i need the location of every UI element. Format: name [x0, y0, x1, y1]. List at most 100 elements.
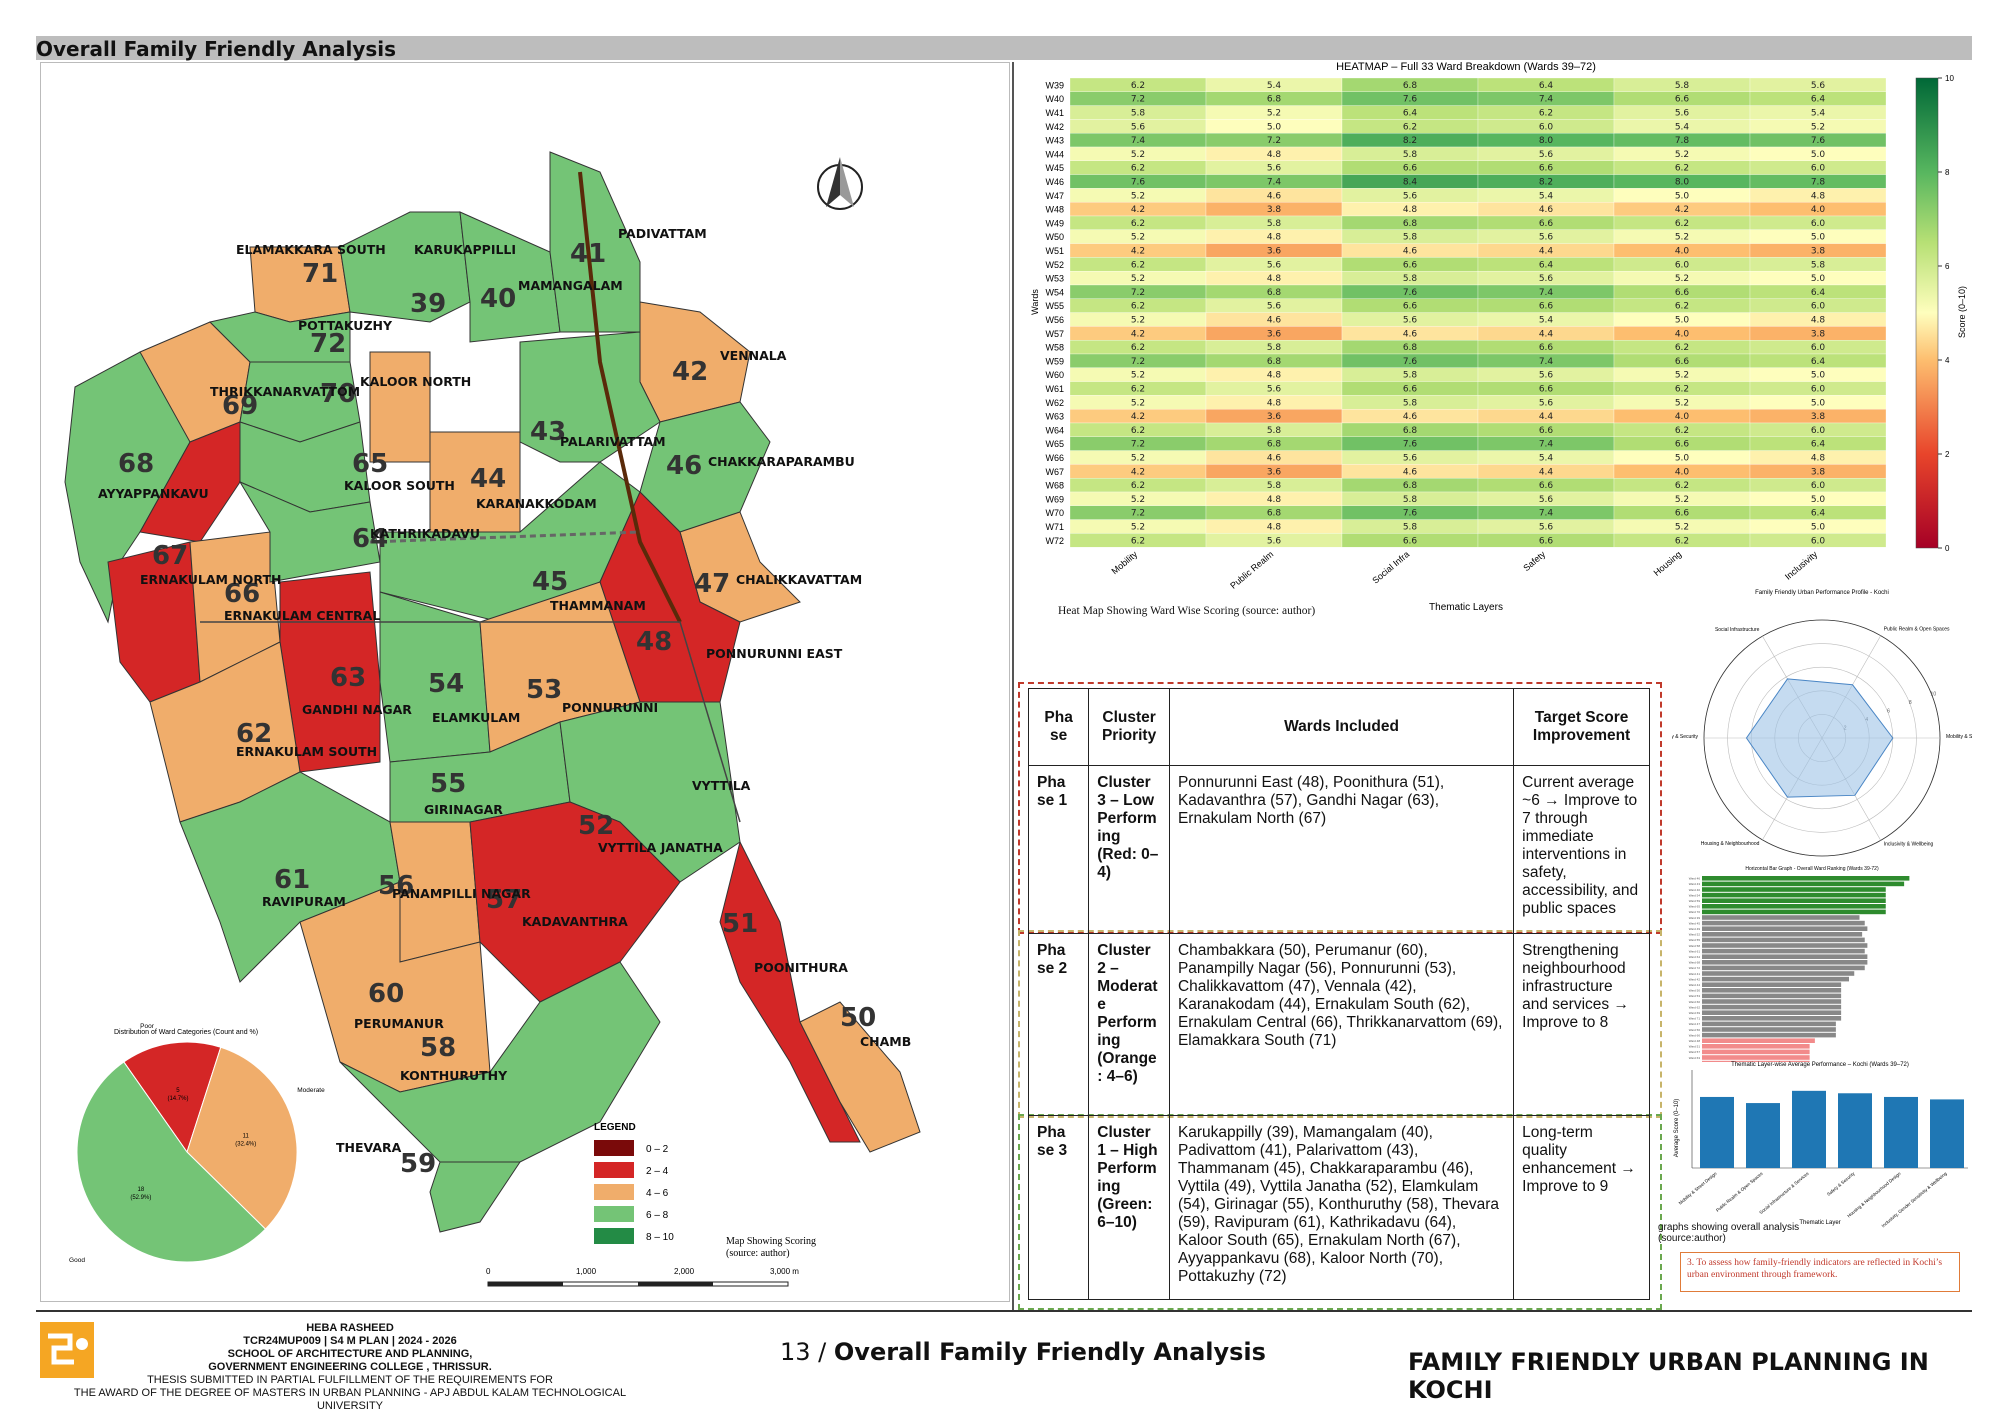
- ward-ayyappankavu-red: [139, 421, 241, 543]
- heatmap-cell-value: 7.6: [1403, 95, 1418, 105]
- heatmap-ytick: W51: [1045, 246, 1064, 256]
- heatmap-cell-value: 8.0: [1675, 178, 1690, 188]
- heatmap-cell-value: 4.8: [1267, 495, 1282, 505]
- ward-map: 71 39 41 40 72 42 69 70 43 68 65 46 44 6…: [64, 151, 921, 1287]
- ranking-category: Ward 40: [1689, 888, 1701, 892]
- heatmap-cell-value: 6.6: [1403, 536, 1418, 546]
- heatmap-cell-value: 6.2: [1675, 302, 1689, 312]
- footer-line-4: GOVERNMENT ENGINEERING COLLEGE , THRISSU…: [208, 1361, 492, 1373]
- heatmap-cell-value: 6.4: [1539, 260, 1554, 270]
- heatmap-cell-value: 5.2: [1131, 523, 1145, 533]
- heatmap-cell-value: 6.2: [1131, 426, 1145, 436]
- heatmap-cell-value: 7.6: [1131, 178, 1146, 188]
- heatmap-ytick: W39: [1045, 80, 1064, 90]
- ward-number-56: 56: [378, 871, 414, 901]
- heatmap-cell-value: 5.6: [1539, 150, 1554, 160]
- heatmap-cell-value: 3.8: [1811, 412, 1826, 422]
- heatmap-cell-value: 5.0: [1675, 454, 1690, 464]
- ranking-bar: [1702, 971, 1855, 976]
- thematic-title: Thematic Layer-wise Average Performance …: [1731, 1062, 1909, 1068]
- heatmap-cell-value: 6.0: [1539, 122, 1554, 132]
- heatmap-cell-value: 5.8: [1267, 481, 1282, 491]
- ward-number-65: 65: [352, 449, 388, 479]
- ranking-category: Ward 59: [1689, 899, 1701, 903]
- heatmap-cell-value: 5.6: [1131, 122, 1146, 132]
- ward-number-47: 47: [694, 569, 730, 599]
- heatmap-ytick: W55: [1045, 301, 1064, 311]
- heatmap-cell-value: 4.6: [1267, 454, 1282, 464]
- ranking-bar: [1702, 904, 1886, 909]
- ward-number-61: 61: [274, 865, 310, 895]
- map-label-ponnurunni-east: PONNURUNNI EAST: [706, 646, 843, 661]
- radar-chart: Family Friendly Urban Performance Profil…: [1672, 590, 1972, 857]
- heatmap-cell-value: 5.0: [1267, 122, 1282, 132]
- heatmap-cell-value: 6.2: [1675, 536, 1689, 546]
- map-label-gandhi-nagar: GANDHI NAGAR: [302, 702, 412, 717]
- heatmap-cell-value: 4.4: [1539, 329, 1554, 339]
- heatmap-ytick: W66: [1045, 453, 1064, 463]
- heatmap-cell-value: 5.2: [1131, 191, 1145, 201]
- ranking-category: Ward 56: [1689, 1028, 1701, 1032]
- heatmap-xtick: Social Infra: [1370, 549, 1411, 586]
- radar-axis-label: Public Realm & Open Spaces: [1884, 626, 1950, 632]
- heatmap-cell-value: 4.4: [1539, 467, 1554, 477]
- ranking-category: Ward 39: [1689, 916, 1701, 920]
- map-label-chalikkavattam: CHALIKKAVATTAM: [736, 572, 862, 587]
- heatmap-ytick: W44: [1045, 149, 1064, 159]
- heatmap-cell-value: 4.4: [1539, 412, 1554, 422]
- heatmap-ytick: W57: [1045, 329, 1064, 339]
- ranking-category: Ward 57: [1689, 1050, 1701, 1054]
- secondary-road: [200, 621, 741, 823]
- heatmap-cell-value: 7.6: [1403, 509, 1418, 519]
- heatmap-cell-value: 5.6: [1539, 495, 1554, 505]
- heatmap-cell-value: 5.2: [1131, 233, 1145, 243]
- pie-slice: [123, 1041, 222, 1154]
- colorbar-tick: 10: [1945, 74, 1954, 83]
- map-label-elamakkara-south: ELAMAKKARA SOUTH: [236, 242, 386, 257]
- heatmap-cell-value: 6.4: [1403, 109, 1418, 119]
- ranking-bar: [1702, 1004, 1842, 1010]
- heatmap-cell-value: 4.0: [1675, 412, 1690, 422]
- ward-number-55: 55: [430, 769, 466, 799]
- pie-slice-count: 5: [176, 1088, 180, 1094]
- heatmap-cell-value: 7.6: [1403, 288, 1418, 298]
- ranking-category: Ward 49: [1689, 927, 1701, 931]
- radar-ring-tick: 6: [1887, 709, 1890, 715]
- heatmap-cell-value: 6.4: [1811, 440, 1826, 450]
- legend-title: LEGEND: [594, 1122, 636, 1133]
- heatmap-xtick: Housing: [1652, 549, 1684, 578]
- heatmap-cell-value: 6.6: [1539, 164, 1554, 174]
- header-target: Target Score Improvement: [1513, 688, 1650, 766]
- phase-table-header: Pha se Cluster Priority Wards Included T…: [1027, 688, 1650, 766]
- ward-57: [469, 801, 681, 1003]
- heatmap-cell-value: 6.0: [1811, 302, 1826, 312]
- ward-number-63: 63: [330, 663, 366, 693]
- heatmap-cell: [1749, 533, 1887, 548]
- heatmap-cell-value: 4.0: [1675, 467, 1690, 477]
- thematic-category: Safety & Security: [1826, 1170, 1856, 1196]
- heatmap-ytick: W68: [1045, 481, 1064, 491]
- heatmap-cell-value: 6.8: [1267, 95, 1282, 105]
- heatmap-cell-value: 5.2: [1675, 150, 1689, 160]
- colorbar-tick: 2: [1945, 450, 1950, 459]
- heatmap-ytick: W49: [1045, 218, 1064, 228]
- heatmap-cell-value: 4.8: [1267, 371, 1282, 381]
- heatmap-cell-value: 6.2: [1403, 122, 1417, 132]
- ranking-bar: [1702, 982, 1842, 987]
- ranking-category: Ward 69: [1689, 1011, 1701, 1015]
- heatmap-cell-value: 3.8: [1811, 329, 1826, 339]
- ward-number-62: 62: [236, 719, 272, 749]
- ranking-category: Ward 62: [1689, 1005, 1701, 1009]
- graphs-caption-line-1: graphs showing overall analysis: [1658, 1222, 1800, 1233]
- heatmap-ytick: W62: [1045, 398, 1064, 408]
- heatmap-cell-value: 3.8: [1811, 467, 1826, 477]
- map-label-perumanur: PERUMANUR: [354, 1016, 444, 1031]
- heatmap-cell-value: 6.6: [1403, 164, 1418, 174]
- heatmap-cell-value: 7.2: [1131, 440, 1145, 450]
- heatmap-cell-value: 6.6: [1539, 219, 1554, 229]
- rail-line: [369, 530, 641, 544]
- ranking-bar: [1702, 1021, 1836, 1027]
- heatmap-cell-value: 5.6: [1267, 536, 1282, 546]
- heatmap-cell-value: 6.6: [1539, 481, 1554, 491]
- heatmap-ytick: W43: [1045, 136, 1064, 146]
